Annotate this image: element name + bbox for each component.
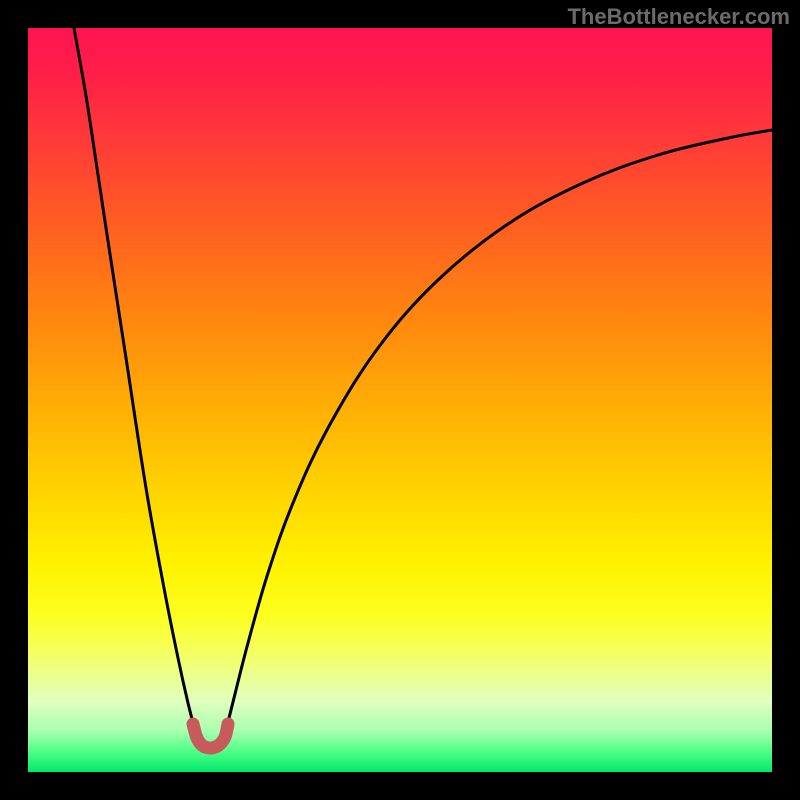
- chart-background: [28, 28, 772, 772]
- attribution-text: TheBottlenecker.com: [567, 4, 790, 30]
- bottleneck-chart: [28, 28, 772, 772]
